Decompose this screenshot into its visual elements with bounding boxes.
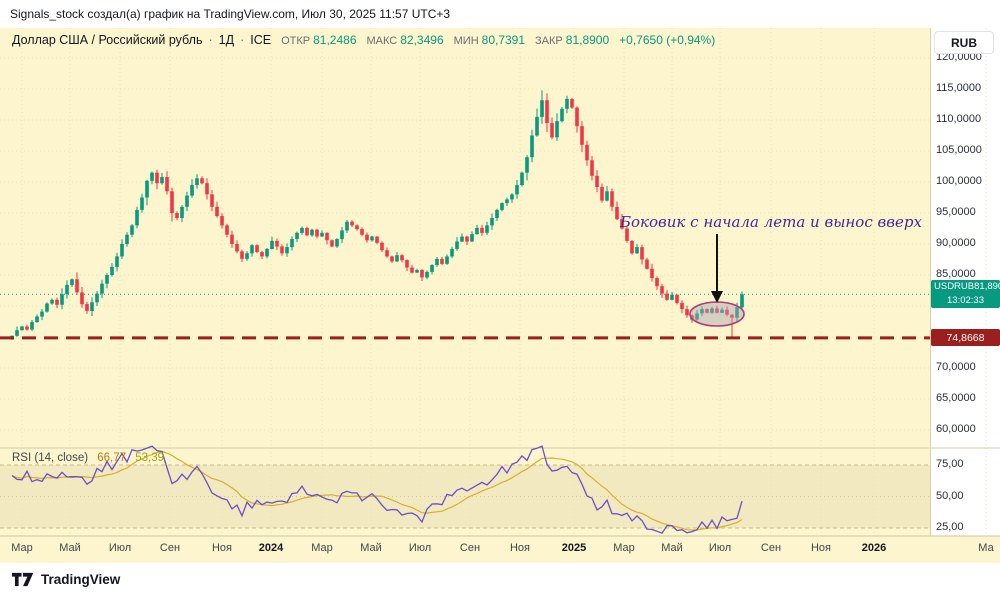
consolidation-ellipse[interactable] (689, 301, 745, 327)
rsi-ma-line (11, 450, 743, 531)
symbol-title[interactable]: Доллар США / Российский рубль (12, 33, 203, 47)
footer-bar: TradingView (0, 563, 1000, 596)
rsi-line (11, 445, 743, 534)
chart-area: 120,0000 115,0000 110,0000 105,0000 100,0000… (0, 28, 1000, 563)
exchange-label: ICE (250, 33, 272, 47)
rsi-legend: RSI (14, close) 66,77 53,39 (12, 452, 164, 464)
low-value: 80,7391 (481, 33, 526, 47)
last-price-symbol: USDRUB (934, 281, 975, 292)
symbol-legend: Доллар США / Российский рубль · 1Д · ICE… (12, 33, 715, 47)
high-label: МАКС (366, 35, 398, 47)
support-level-label: 74,8668 (931, 329, 1000, 346)
candles-layer (10, 90, 744, 340)
open-label: ОТКР (281, 35, 311, 47)
currency-toggle-button[interactable]: RUB (934, 31, 994, 54)
low-label: МИН (453, 35, 479, 47)
open-value: 81,2486 (313, 33, 357, 47)
rsi-title[interactable]: RSI (14, close) (12, 452, 89, 464)
last-price-value: 81,8900 (974, 281, 1000, 292)
legend-separator: · (240, 33, 245, 47)
attribution-text: Signals_stock создал(а) график на Tradin… (10, 7, 451, 21)
countdown-timer: 13:02:33 (947, 295, 984, 306)
tradingview-logo[interactable] (12, 570, 34, 589)
legend-separator: · (208, 33, 213, 47)
chart-annotation-text[interactable]: Боковик с начала лета и вынос вверх (620, 213, 922, 231)
last-price-label: USDRUB 81,8900 13:02:33 (931, 280, 1000, 308)
attribution-bar: Signals_stock создал(а) график на Tradin… (0, 0, 1000, 28)
annotation-arrowhead (711, 291, 723, 303)
interval-label[interactable]: 1Д (218, 33, 235, 47)
rsi-value: 66,77 (97, 452, 127, 464)
main-chart-svg[interactable] (0, 28, 1000, 563)
close-label: ЗАКР (535, 35, 563, 47)
tradingview-brand-text[interactable]: TradingView (41, 572, 121, 587)
high-value: 82,3496 (400, 33, 444, 47)
rsi-ma-value: 53,39 (135, 452, 165, 464)
change-value: +0,7650 (+0,94%) (619, 33, 716, 47)
close-value: 81,8900 (565, 33, 610, 47)
